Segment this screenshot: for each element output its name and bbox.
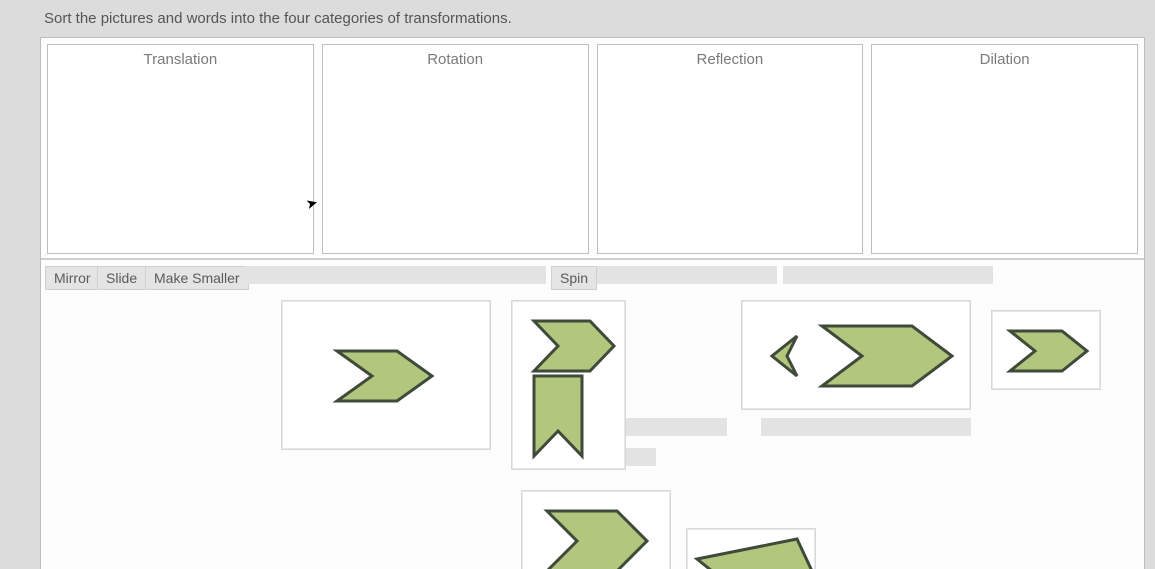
zone-title: Dilation <box>872 45 1137 68</box>
placeholder-strip <box>246 266 546 284</box>
picture-card-chevron-small[interactable] <box>991 310 1101 390</box>
picture-card-skew-bottom[interactable] <box>686 528 816 569</box>
drop-zone-translation[interactable]: Translation ➤ <box>47 44 314 254</box>
placeholder-strip <box>597 266 777 284</box>
picture-card-chevron-bottom[interactable] <box>521 490 671 569</box>
chevron-bottom-icon <box>522 491 672 569</box>
drop-zone-row: Translation ➤ Rotation Reflection Dilati… <box>41 38 1144 260</box>
skew-icon <box>687 529 817 569</box>
zone-title: Rotation <box>323 45 588 68</box>
rotated-chevron-icon <box>512 301 627 471</box>
zone-title: Reflection <box>598 45 863 68</box>
sort-board: Translation ➤ Rotation Reflection Dilati… <box>40 37 1145 569</box>
zone-title: Translation <box>48 45 313 68</box>
instruction-text: Sort the pictures and words into the fou… <box>44 10 1145 27</box>
placeholder-strip <box>761 418 971 436</box>
word-chip-mirror[interactable]: Mirror <box>45 266 100 290</box>
word-chip-spin[interactable]: Spin <box>551 266 597 290</box>
reflection-chevron-icon <box>742 301 972 411</box>
picture-card-chevron-single[interactable] <box>281 300 491 450</box>
word-chip-slide[interactable]: Slide <box>97 266 146 290</box>
drop-zone-rotation[interactable]: Rotation <box>322 44 589 254</box>
placeholder-strip <box>783 266 993 284</box>
picture-card-reflection[interactable] <box>741 300 971 410</box>
cursor-icon: ➤ <box>304 194 320 213</box>
chevron-icon <box>282 301 492 451</box>
picture-card-rotated[interactable] <box>511 300 626 470</box>
word-chip-make-smaller[interactable]: Make Smaller <box>145 266 249 290</box>
chevron-small-icon <box>992 311 1102 391</box>
drop-zone-dilation[interactable]: Dilation <box>871 44 1138 254</box>
items-pool: Mirror Slide Make Smaller Spin <box>41 260 1144 569</box>
drop-zone-reflection[interactable]: Reflection <box>597 44 864 254</box>
